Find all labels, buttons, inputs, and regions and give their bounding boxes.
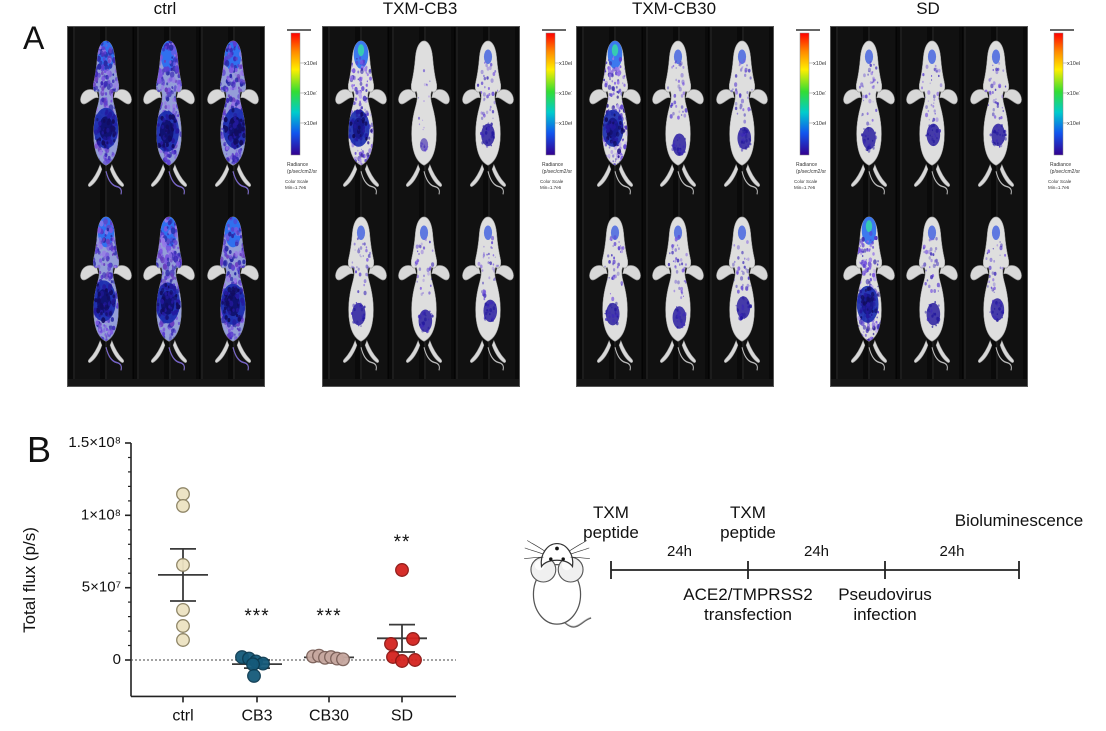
svg-text:Min=1.7e6: Min=1.7e6 xyxy=(1048,185,1070,190)
svg-text:24h: 24h xyxy=(667,543,692,560)
svg-text:Radiance: Radiance xyxy=(542,162,563,168)
svg-text:24h: 24h xyxy=(804,543,829,560)
svg-text:***: *** xyxy=(316,606,341,627)
svg-text:CB30: CB30 xyxy=(309,707,349,724)
svg-text:x10e7: x10e7 xyxy=(304,91,317,97)
svg-text:(p/sec/cm2/sr): (p/sec/cm2/sr) xyxy=(542,169,572,175)
svg-text:TXM: TXM xyxy=(730,503,766,522)
svg-text:CB3: CB3 xyxy=(241,707,272,724)
svg-text:Radiance: Radiance xyxy=(1050,162,1071,168)
svg-text:x10e6: x10e6 xyxy=(304,121,317,127)
svg-text:Radiance: Radiance xyxy=(796,162,817,168)
svg-text:x10e7: x10e7 xyxy=(559,91,572,97)
svg-text:Color Scale: Color Scale xyxy=(1048,179,1072,184)
svg-text:Color Scale: Color Scale xyxy=(794,179,818,184)
svg-text:x10e7: x10e7 xyxy=(813,91,826,97)
svg-text:1.5×10⁸: 1.5×10⁸ xyxy=(68,434,121,451)
svg-text:Color Scale: Color Scale xyxy=(285,179,309,184)
svg-text:0: 0 xyxy=(113,651,121,668)
svg-text:Min=1.7e6: Min=1.7e6 xyxy=(285,185,307,190)
svg-text:***: *** xyxy=(244,606,269,627)
svg-text:B: B xyxy=(27,429,51,470)
svg-text:ctrl: ctrl xyxy=(172,707,193,724)
svg-text:peptide: peptide xyxy=(720,523,776,542)
svg-text:(p/sec/cm2/sr): (p/sec/cm2/sr) xyxy=(287,169,317,175)
svg-text:peptide: peptide xyxy=(583,523,639,542)
svg-text:Color Scale: Color Scale xyxy=(540,179,564,184)
svg-text:(p/sec/cm2/sr): (p/sec/cm2/sr) xyxy=(796,169,826,175)
svg-text:ACE2/TMPRSS2: ACE2/TMPRSS2 xyxy=(683,585,812,604)
svg-text:SD: SD xyxy=(391,707,413,724)
svg-text:(p/sec/cm2/sr): (p/sec/cm2/sr) xyxy=(1050,169,1080,175)
svg-text:x10e8: x10e8 xyxy=(304,61,317,67)
svg-text:transfection: transfection xyxy=(704,605,792,624)
svg-text:infection: infection xyxy=(853,605,916,624)
svg-text:x10e8: x10e8 xyxy=(559,61,572,67)
svg-text:x10e6: x10e6 xyxy=(559,121,572,127)
svg-text:x10e8: x10e8 xyxy=(1067,61,1080,67)
svg-text:x10e8: x10e8 xyxy=(813,61,826,67)
svg-text:Radiance: Radiance xyxy=(287,162,308,168)
svg-text:x10e7: x10e7 xyxy=(1067,91,1080,97)
svg-text:Min=1.7e6: Min=1.7e6 xyxy=(540,185,562,190)
svg-text:x10e6: x10e6 xyxy=(1067,121,1080,127)
svg-text:x10e6: x10e6 xyxy=(813,121,826,127)
svg-text:24h: 24h xyxy=(939,543,964,560)
svg-text:5×10⁷: 5×10⁷ xyxy=(82,579,121,596)
svg-text:Pseudovirus: Pseudovirus xyxy=(838,585,932,604)
svg-text:**: ** xyxy=(394,532,411,553)
svg-text:Total flux (p/s): Total flux (p/s) xyxy=(20,527,39,633)
svg-text:Min=1.7e6: Min=1.7e6 xyxy=(794,185,816,190)
svg-text:1×10⁸: 1×10⁸ xyxy=(81,506,121,523)
svg-text:TXM: TXM xyxy=(593,503,629,522)
svg-text:Bioluminescence: Bioluminescence xyxy=(955,511,1084,530)
